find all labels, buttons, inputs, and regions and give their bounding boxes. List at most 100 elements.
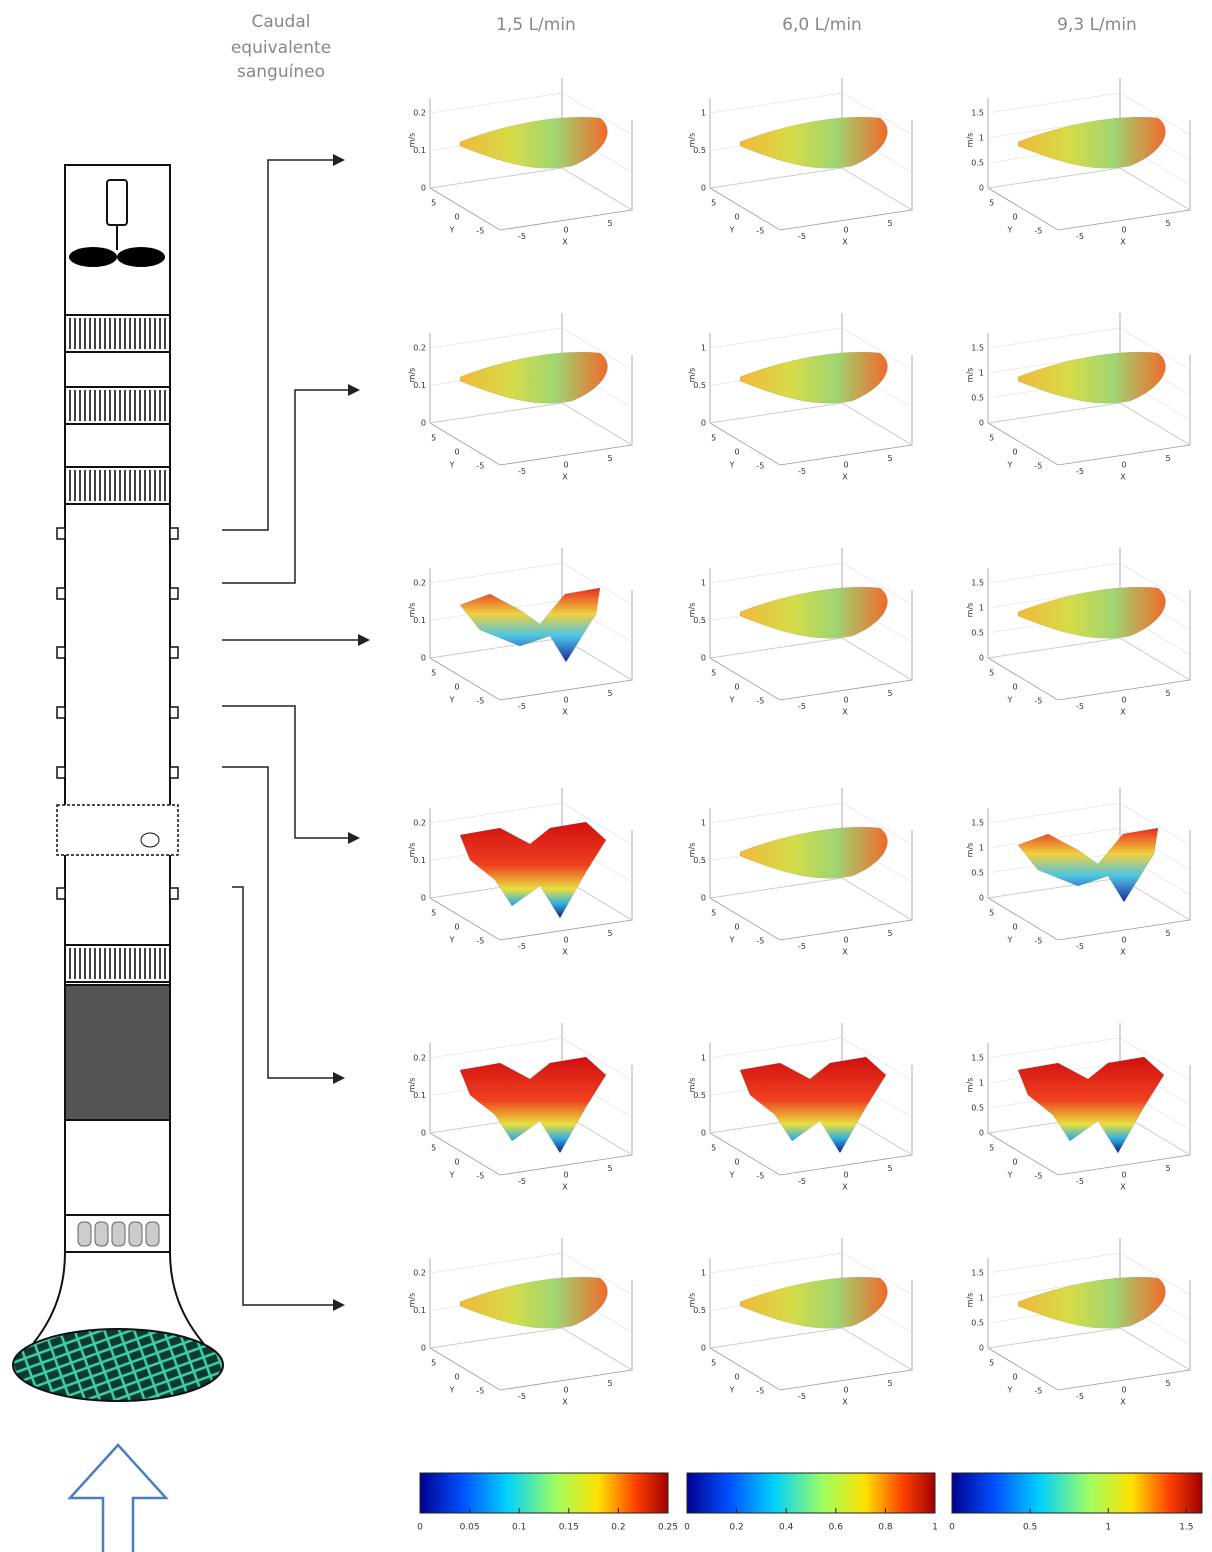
z-tick-label: 1 (979, 1294, 984, 1303)
x-axis-label: X (842, 1183, 848, 1192)
x-axis-label: X (1120, 473, 1126, 482)
y-tick-label: -5 (476, 697, 484, 706)
surface (740, 587, 887, 638)
x-tick-label: 5 (1165, 689, 1170, 698)
grid-line (988, 403, 1190, 445)
colorbar-tick-label: 0 (417, 1523, 423, 1533)
z-tick-label: 0 (979, 419, 984, 428)
x-tick-label: 0 (563, 1386, 568, 1395)
y-tick-label: 0 (1012, 683, 1017, 692)
z-axis-label: m/s (966, 603, 975, 618)
z-tick-label: 0 (421, 1129, 426, 1138)
x-axis-label: X (562, 1398, 568, 1407)
flow-label: sanguíneo (237, 62, 325, 82)
x-tick-label: 5 (607, 1379, 612, 1388)
y-axis-label: Y (729, 1171, 735, 1180)
z-tick-label: 1 (979, 604, 984, 613)
x-tick-label: 5 (1165, 1164, 1170, 1173)
column-title: 6,0 L/min (782, 15, 862, 35)
y-tick-label: 0 (454, 1158, 459, 1167)
z-tick-label: 0.2 (413, 1269, 426, 1278)
y-tick-label: -5 (476, 1387, 484, 1396)
y-tick-label: 5 (431, 1144, 436, 1153)
z-tick-label: 0.5 (971, 629, 984, 638)
x-tick-label: 0 (1121, 1171, 1126, 1180)
x-tick-label: 5 (887, 454, 892, 463)
colorbar-tick-label: 0 (684, 1523, 690, 1533)
colorbar-tick-label: 0.5 (1023, 1523, 1037, 1533)
surface (1018, 1057, 1164, 1153)
y-tick-label: 0 (454, 683, 459, 692)
colorbar (952, 1473, 1202, 1513)
x-axis-label: X (842, 238, 848, 247)
surface (460, 588, 600, 662)
x-axis-label: X (1120, 1183, 1126, 1192)
z-tick-label: 0 (701, 894, 706, 903)
z-tick-label: 0.5 (971, 869, 984, 878)
surface (1018, 587, 1165, 638)
y-axis-label: Y (1007, 936, 1013, 945)
z-tick-label: 0.5 (971, 159, 984, 168)
z-axis-label: m/s (966, 133, 975, 148)
port (57, 707, 65, 718)
y-tick-label: 5 (431, 669, 436, 678)
x-tick-label: 0 (563, 461, 568, 470)
surface-plot: 00.51m/s50-5Y-505X (688, 1023, 913, 1192)
grid-line (988, 803, 1190, 845)
x-tick-label: -5 (518, 702, 526, 711)
z-tick-label: 1 (701, 1269, 706, 1278)
x-axis-label: X (562, 473, 568, 482)
y-tick-label: 0 (1012, 1373, 1017, 1382)
x-tick-label: -5 (518, 467, 526, 476)
port (57, 647, 65, 658)
surface-plot: 00.51m/s50-5Y-505X (688, 548, 913, 717)
grid-line (430, 563, 632, 605)
x-axis-label: X (1120, 238, 1126, 247)
port (57, 588, 65, 599)
x-axis-label: X (562, 238, 568, 247)
colorbar-tick-label: 1.5 (1179, 1523, 1193, 1533)
x-tick-label: 5 (887, 1379, 892, 1388)
surface (460, 822, 606, 918)
z-tick-label: 0 (701, 1129, 706, 1138)
y-tick-label: 0 (1012, 923, 1017, 932)
x-tick-label: -5 (798, 1392, 806, 1401)
x-axis-label: X (562, 1183, 568, 1192)
x-tick-label: -5 (1076, 467, 1084, 476)
z-tick-label: 0 (979, 894, 984, 903)
z-axis-label: m/s (688, 133, 697, 148)
x-tick-label: 5 (1165, 1379, 1170, 1388)
x-tick-label: 0 (843, 1171, 848, 1180)
grid-line (710, 168, 912, 210)
z-tick-label: 1.5 (971, 1269, 984, 1278)
floor (710, 1133, 912, 1175)
y-tick-label: -5 (1034, 1172, 1042, 1181)
y-tick-label: 5 (989, 669, 994, 678)
y-tick-label: -5 (1034, 697, 1042, 706)
column-title: 9,3 L/min (1057, 15, 1137, 35)
x-tick-label: 5 (607, 454, 612, 463)
y-tick-label: 0 (1012, 213, 1017, 222)
floor (430, 898, 632, 940)
y-tick-label: 5 (711, 434, 716, 443)
floor (430, 1133, 632, 1175)
z-tick-label: 0 (979, 654, 984, 663)
x-tick-label: -5 (518, 942, 526, 951)
surface-plot: 00.10.2m/s50-5Y-505X (408, 548, 633, 717)
x-tick-label: 5 (887, 929, 892, 938)
x-tick-label: -5 (798, 467, 806, 476)
x-axis-label: X (1120, 948, 1126, 957)
z-axis-label: m/s (688, 368, 697, 383)
colorbar-tick-label: 0.15 (559, 1523, 579, 1533)
surface (460, 117, 607, 168)
z-axis-label: m/s (966, 843, 975, 858)
colorbar-tick-label: 0.1 (512, 1523, 526, 1533)
x-axis-label: X (1120, 708, 1126, 717)
port (57, 888, 65, 899)
grid-line (988, 638, 1190, 680)
surface-plot: 00.51m/s50-5Y-505X (688, 1238, 913, 1407)
y-tick-label: 5 (989, 1359, 994, 1368)
floor (988, 188, 1190, 230)
floor (710, 658, 912, 700)
z-tick-label: 1 (701, 1054, 706, 1063)
